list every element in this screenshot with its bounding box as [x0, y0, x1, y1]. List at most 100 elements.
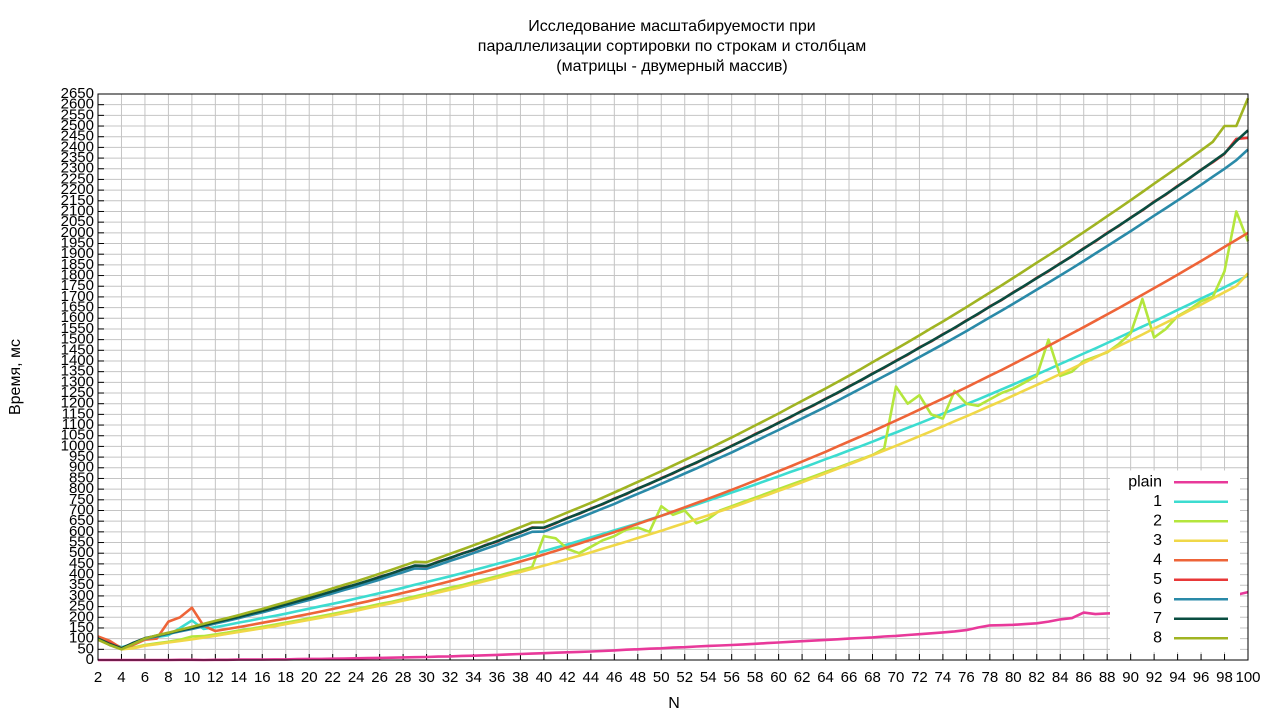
x-tick-label: 8	[164, 669, 172, 686]
legend-label: 8	[1153, 629, 1162, 646]
x-tick-label: 70	[888, 669, 905, 686]
y-tick-label: 500	[69, 544, 94, 561]
y-tick-label: 2350	[61, 149, 94, 166]
x-tick-label: 98	[1216, 669, 1233, 686]
y-tick-label: 1650	[61, 299, 94, 316]
y-tick-label: 1500	[61, 331, 94, 348]
y-tick-label: 800	[69, 480, 94, 497]
y-tick-label: 450	[69, 555, 94, 572]
y-tick-label: 2400	[61, 138, 94, 155]
y-tick-label: 1800	[61, 267, 94, 284]
y-axis-label: Время, мс	[7, 339, 24, 415]
y-tick-label: 150	[69, 619, 94, 636]
y-tick-label: 900	[69, 459, 94, 476]
x-tick-label: 34	[465, 669, 482, 686]
legend-label: plain	[1128, 473, 1162, 490]
x-tick-label: 32	[442, 669, 459, 686]
x-tick-label: 48	[629, 669, 646, 686]
chart-title: Исследование масштабируемости при	[528, 18, 815, 35]
y-tick-label: 850	[69, 469, 94, 486]
y-tick-label: 1100	[62, 416, 94, 433]
y-tick-label: 1150	[62, 405, 94, 422]
x-tick-label: 36	[489, 669, 506, 686]
x-tick-label: 6	[141, 669, 149, 686]
legend-label: 3	[1153, 532, 1162, 549]
y-tick-label: 300	[69, 587, 94, 604]
x-tick-label: 50	[653, 669, 670, 686]
plot-lines	[97, 97, 1250, 662]
y-tick-label: 550	[69, 533, 94, 550]
x-tick-label: 40	[536, 669, 553, 686]
y-tick-label: 1050	[61, 427, 94, 444]
x-tick-label: 20	[301, 669, 318, 686]
y-tick-label: 350	[69, 576, 94, 593]
y-tick-label: 50	[77, 640, 94, 657]
x-tick-label: 68	[864, 669, 881, 686]
x-tick-label: 64	[817, 669, 834, 686]
y-tick-label: 2650	[61, 85, 94, 102]
x-tick-label: 58	[747, 669, 764, 686]
x-tick-label: 46	[606, 669, 623, 686]
y-tick-label: 2000	[61, 224, 94, 241]
x-tick-label: 4	[117, 669, 125, 686]
x-tick-label: 16	[254, 669, 271, 686]
y-tick-label: 650	[69, 512, 94, 529]
x-tick-label: 84	[1052, 669, 1069, 686]
y-tick-label: 700	[69, 501, 94, 518]
x-tick-label: 38	[512, 669, 529, 686]
y-tick-label: 1200	[61, 395, 94, 412]
series-line	[97, 272, 1249, 651]
x-tick-label: 76	[958, 669, 975, 686]
x-tick-label: 96	[1193, 669, 1210, 686]
y-tick-label: 1400	[61, 352, 94, 369]
y-tick-label: 0	[86, 651, 94, 668]
x-tick-label: 86	[1075, 669, 1092, 686]
x-tick-label: 12	[207, 669, 224, 686]
y-tick-label: 750	[69, 491, 94, 508]
series-line	[97, 129, 1249, 650]
legend-label: 6	[1153, 590, 1162, 607]
x-tick-label: 90	[1122, 669, 1139, 686]
y-tick-label: 100	[69, 630, 94, 647]
y-tick-label: 2150	[61, 192, 94, 209]
y-tick-label: 1600	[61, 309, 94, 326]
x-tick-label: 78	[981, 669, 998, 686]
x-tick-label: 10	[184, 669, 201, 686]
series-line	[98, 590, 1249, 662]
y-tick-label: 2500	[61, 117, 94, 134]
chart-title: (матрицы - двумерный массив)	[556, 58, 787, 75]
y-tick-label: 950	[69, 448, 94, 465]
x-tick-label: 22	[324, 669, 341, 686]
x-tick-label: 80	[1005, 669, 1022, 686]
x-tick-label: 56	[723, 669, 740, 686]
y-tick-label: 600	[69, 523, 94, 540]
x-tick-label: 88	[1099, 669, 1116, 686]
x-tick-label: 42	[559, 669, 576, 686]
x-tick-label: 60	[770, 669, 787, 686]
x-tick-label: 66	[841, 669, 858, 686]
y-tick-label: 1250	[61, 384, 94, 401]
legend: plain 1 2 3 4 5 6 7 8	[1110, 470, 1240, 652]
x-tick-label: 2	[94, 669, 102, 686]
legend-label: 2	[1153, 512, 1162, 529]
x-tick-label: 28	[395, 669, 412, 686]
x-tick-label: 100	[1235, 669, 1260, 686]
plot-frame	[97, 93, 1249, 661]
legend-label: 5	[1153, 571, 1162, 588]
x-tick-label: 92	[1146, 669, 1163, 686]
y-tick-label: 1550	[61, 320, 94, 337]
y-tick-label: 1750	[61, 277, 94, 294]
y-tick-label: 1450	[61, 341, 94, 358]
y-tick-label: 400	[69, 566, 94, 583]
y-tick-label: 1350	[61, 363, 94, 380]
y-tick-label: 1300	[61, 373, 94, 390]
y-tick-label: 2550	[61, 106, 94, 123]
series-line	[97, 148, 1249, 651]
series-line	[97, 231, 1249, 650]
y-tick-label: 2300	[61, 160, 94, 177]
x-tick-label: 62	[794, 669, 811, 686]
y-tick-label: 250	[69, 598, 94, 615]
y-tick-label: 2200	[61, 181, 94, 198]
y-tick-label: 2600	[61, 96, 94, 113]
series-line	[97, 97, 1250, 651]
